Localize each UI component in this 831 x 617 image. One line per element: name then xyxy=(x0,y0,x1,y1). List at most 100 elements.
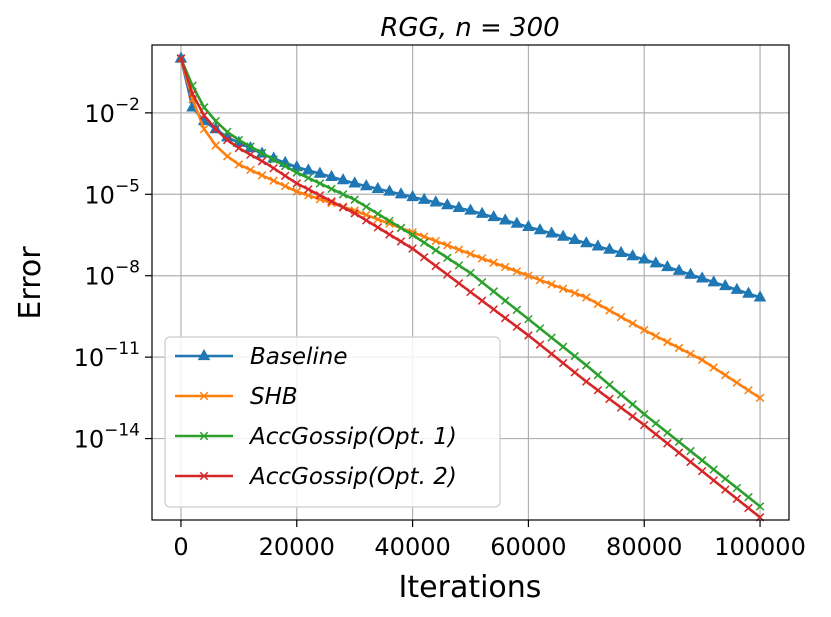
data-point xyxy=(651,429,661,439)
data-point xyxy=(477,277,487,287)
plot-frame xyxy=(151,44,790,521)
data-point xyxy=(512,267,522,276)
series-accgossip-opt-1 xyxy=(176,54,765,511)
data-point xyxy=(510,216,524,228)
data-point xyxy=(626,249,639,261)
data-point xyxy=(223,135,232,145)
x-tick-label: 100000 xyxy=(714,533,806,561)
y-axis-label: Error xyxy=(13,246,48,320)
data-point xyxy=(188,89,197,99)
data-point xyxy=(246,165,255,175)
data-point xyxy=(512,322,522,332)
x-tick-label: 40000 xyxy=(374,533,450,561)
legend-label: AccGossip(Opt. 1) xyxy=(248,424,457,450)
data-point xyxy=(719,279,732,291)
data-point xyxy=(721,370,730,380)
data-point xyxy=(651,419,661,428)
data-point xyxy=(454,245,464,254)
data-point xyxy=(466,268,475,278)
data-point xyxy=(732,494,742,504)
data-point xyxy=(394,187,408,199)
data-point xyxy=(568,232,581,244)
data-point xyxy=(695,271,709,283)
data-point xyxy=(744,503,753,513)
data-point xyxy=(755,393,765,403)
legend: Baseline SHB AccGossip(Opt. 1) AccGossip(Op… xyxy=(164,336,501,508)
data-point xyxy=(593,385,603,395)
series-layer xyxy=(174,51,767,522)
data-point xyxy=(373,223,383,232)
data-point xyxy=(466,249,475,259)
legend-label: SHB xyxy=(250,384,298,410)
data-point xyxy=(628,412,637,421)
data-point xyxy=(570,368,580,377)
data-point xyxy=(605,380,614,390)
data-point xyxy=(336,173,350,185)
series-accgossip-opt-2 xyxy=(176,54,765,522)
data-point xyxy=(558,358,568,368)
data-point xyxy=(292,168,302,177)
data-point xyxy=(721,485,730,494)
data-point xyxy=(593,299,603,309)
data-point xyxy=(755,502,765,511)
legend-marker xyxy=(199,431,209,441)
data-point xyxy=(580,236,593,248)
data-point xyxy=(674,448,684,457)
data-point xyxy=(732,483,742,493)
data-point xyxy=(558,284,568,294)
data-point xyxy=(373,209,383,219)
data-point xyxy=(313,166,327,178)
data-point xyxy=(304,185,313,194)
data-point xyxy=(707,275,720,287)
y-tick-label: 10−11 xyxy=(74,339,140,372)
data-point xyxy=(327,197,336,206)
series-line-accgossip-opt-2 xyxy=(179,58,761,519)
x-axis-label: Iterations xyxy=(399,570,542,605)
data-point xyxy=(348,176,361,188)
data-point xyxy=(443,270,452,279)
data-point xyxy=(744,492,753,502)
data-point xyxy=(639,325,649,335)
data-point xyxy=(697,355,707,365)
data-point xyxy=(489,258,498,267)
data-point xyxy=(257,148,267,158)
data-point xyxy=(674,343,684,353)
data-point xyxy=(338,203,348,212)
legend-box xyxy=(164,336,501,508)
data-point xyxy=(280,171,290,181)
data-point xyxy=(211,141,220,150)
data-point xyxy=(396,223,406,233)
data-point xyxy=(709,465,718,474)
data-point xyxy=(605,394,614,404)
data-point xyxy=(570,351,580,361)
data-point xyxy=(697,456,707,465)
legend-label: AccGossip(Opt. 2) xyxy=(248,464,457,490)
data-point xyxy=(419,252,429,262)
data-point xyxy=(721,474,730,484)
data-point xyxy=(522,219,535,231)
data-point xyxy=(591,239,605,251)
data-point xyxy=(489,305,498,314)
data-point xyxy=(639,420,649,430)
data-point xyxy=(684,267,697,279)
data-point xyxy=(593,370,603,380)
data-point xyxy=(350,209,359,218)
data-point xyxy=(663,428,672,437)
data-point xyxy=(545,226,558,238)
data-point xyxy=(500,296,510,305)
data-point xyxy=(524,271,533,280)
data-point xyxy=(605,306,614,315)
data-point xyxy=(663,439,672,448)
data-point xyxy=(686,349,695,359)
data-point xyxy=(672,263,686,275)
data-point xyxy=(280,161,290,171)
chart-title: RGG, n = 300 xyxy=(380,13,559,43)
data-point xyxy=(361,202,371,212)
data-point xyxy=(661,260,674,272)
data-point xyxy=(234,143,244,153)
x-tick-label: 0 xyxy=(173,533,188,561)
data-point xyxy=(686,446,695,456)
data-point xyxy=(558,342,568,352)
data-point xyxy=(556,229,570,241)
data-point xyxy=(582,377,591,386)
